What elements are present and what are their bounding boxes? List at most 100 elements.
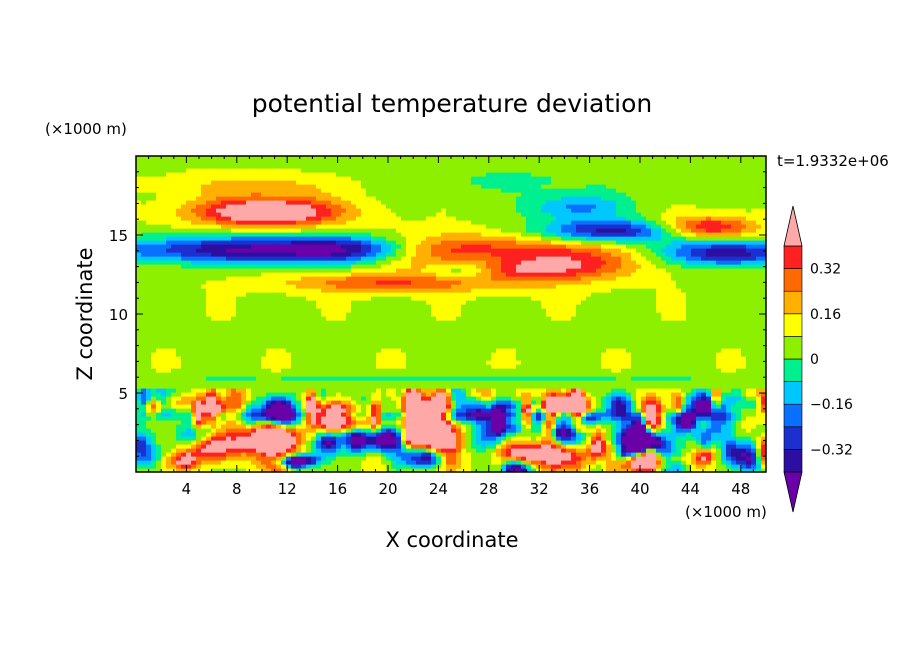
heatmap-cell [216,348,222,353]
heatmap-cell [241,344,247,349]
heatmap-cell [671,444,677,449]
heatmap-cell [691,380,697,385]
heatmap-cell [431,412,437,417]
heatmap-cell [421,364,427,369]
heatmap-cell [336,332,342,337]
heatmap-cell [656,424,662,429]
heatmap-cell [396,424,402,429]
heatmap-cell [291,336,297,341]
heatmap-cell [726,404,732,409]
heatmap-cell [591,360,597,365]
heatmap-cell [161,384,167,389]
heatmap-cell [311,396,317,401]
heatmap-cell [711,412,717,417]
heatmap-cell [671,332,677,337]
heatmap-cell [236,388,242,393]
heatmap-cell [666,412,672,417]
heatmap-cell [206,368,212,373]
heatmap-cell [376,384,382,389]
heatmap-cell [676,332,682,337]
heatmap-cell [316,360,322,365]
heatmap-cell [711,340,717,345]
heatmap-cell [481,332,487,337]
heatmap-cell [651,352,657,357]
heatmap-cell [371,348,377,353]
heatmap-cell [371,452,377,457]
heatmap-cell [681,368,687,373]
heatmap-cell [361,388,367,393]
heatmap-cell [351,428,357,433]
heatmap-cell [311,400,317,405]
heatmap-cell [456,376,462,381]
heatmap-cell [456,404,462,409]
heatmap-cell [171,324,177,329]
heatmap-cell [351,408,357,413]
heatmap-cell [561,352,567,357]
heatmap-cell [341,396,347,401]
heatmap-cell [246,456,252,461]
heatmap-cell [551,464,557,469]
heatmap-cell [661,328,667,333]
heatmap-cell [206,460,212,465]
heatmap-cell [686,344,692,349]
heatmap-cell [326,376,332,381]
heatmap-cell [246,396,252,401]
heatmap-cell [191,384,197,389]
heatmap-cell [486,380,492,385]
heatmap-cell [561,420,567,425]
heatmap-cell [216,464,222,469]
heatmap-cell [221,436,227,441]
heatmap-cell [321,336,327,341]
heatmap-cell [226,396,232,401]
heatmap-cell [541,420,547,425]
heatmap-cell [241,352,247,357]
heatmap-cell [201,344,207,349]
heatmap-cell [311,392,317,397]
heatmap-cell [576,464,582,469]
heatmap-cell [271,344,277,349]
heatmap-cell [341,388,347,393]
heatmap-cell [501,440,507,445]
heatmap-cell [271,464,277,469]
heatmap-cell [231,368,237,373]
heatmap-cell [536,332,542,337]
heatmap-cell [661,320,667,325]
heatmap-cell [176,324,182,329]
heatmap-cell [226,368,232,373]
heatmap-cell [251,320,257,325]
heatmap-cell [386,416,392,421]
heatmap-cell [466,452,472,457]
heatmap-cell [686,468,692,472]
heatmap-cell [231,324,237,329]
heatmap-cell [526,392,532,397]
heatmap-cell [546,464,552,469]
heatmap-cell [696,408,702,413]
heatmap-cell [646,360,652,365]
heatmap-cell [616,432,622,437]
heatmap-cell [491,368,497,373]
heatmap-cell [186,316,192,321]
heatmap-cell [721,376,727,381]
heatmap-cell [596,416,602,421]
heatmap-cell [351,444,357,449]
heatmap-cell [696,320,702,325]
heatmap-cell [306,464,312,469]
heatmap-cell [666,464,672,469]
heatmap-cell [476,312,482,317]
heatmap-cell [486,368,492,373]
heatmap-cell [636,436,642,441]
heatmap-cell [426,352,432,357]
heatmap-cell [281,380,287,385]
heatmap-cell [486,424,492,429]
heatmap-cell [571,324,577,329]
heatmap-cell [141,324,147,329]
heatmap-cell [311,368,317,373]
heatmap-cell [446,344,452,349]
heatmap-cell [556,396,562,401]
heatmap-cell [196,392,202,397]
heatmap-cell [451,348,457,353]
heatmap-cell [536,340,542,345]
heatmap-cell [236,316,242,321]
heatmap-cell [506,332,512,337]
heatmap-cell [246,440,252,445]
